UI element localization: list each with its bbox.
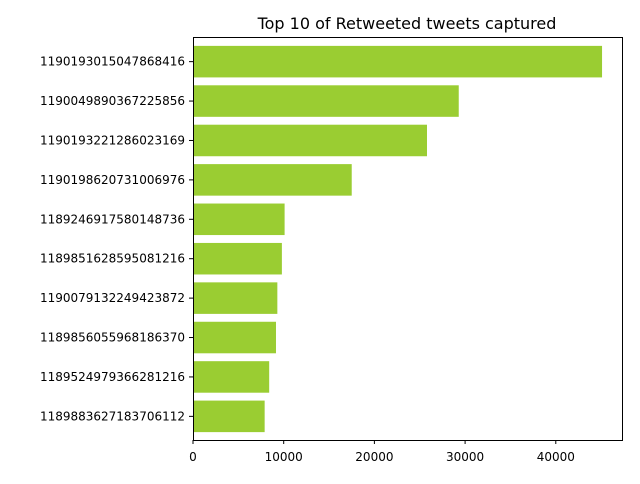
y-tick-label: 1190193221286023169 xyxy=(40,133,185,147)
bars-layer xyxy=(193,45,603,433)
bar xyxy=(193,164,352,196)
y-tick-label: 1189883627183706112 xyxy=(40,409,185,423)
bar xyxy=(193,85,459,117)
x-tick-label: 30000 xyxy=(446,450,484,464)
y-tick-label: 1189246917580148736 xyxy=(40,212,185,226)
bar xyxy=(193,124,427,157)
y-tick-labels: 1190193015047868416 1190049890367225856 11… xyxy=(40,55,193,423)
chart-title: Top 10 of Retweeted tweets captured xyxy=(257,14,557,33)
y-tick-label: 1190079132249423872 xyxy=(40,291,185,305)
y-tick-label: 1190198620731006976 xyxy=(40,173,185,187)
y-tick-label: 1190049890367225856 xyxy=(40,94,185,108)
bar xyxy=(193,203,285,236)
x-tick-label: 10000 xyxy=(265,450,303,464)
bar xyxy=(193,242,282,275)
x-tick-label: 20000 xyxy=(355,450,393,464)
x-tick-label: 40000 xyxy=(537,450,575,464)
bar xyxy=(193,361,270,393)
y-tick-label: 1189524979366281216 xyxy=(40,370,185,384)
bar xyxy=(193,400,265,433)
bar xyxy=(193,45,603,78)
bar xyxy=(193,321,276,354)
x-ticks: 0 10000 20000 30000 40000 xyxy=(189,440,575,464)
y-tick-label: 1190193015047868416 xyxy=(40,55,185,69)
x-tick-label: 0 xyxy=(189,450,197,464)
axes-frame xyxy=(193,37,623,441)
bar xyxy=(193,282,278,314)
y-tick-label: 1189851628595081216 xyxy=(40,252,185,266)
y-tick-label: 1189856055968186370 xyxy=(40,331,185,345)
